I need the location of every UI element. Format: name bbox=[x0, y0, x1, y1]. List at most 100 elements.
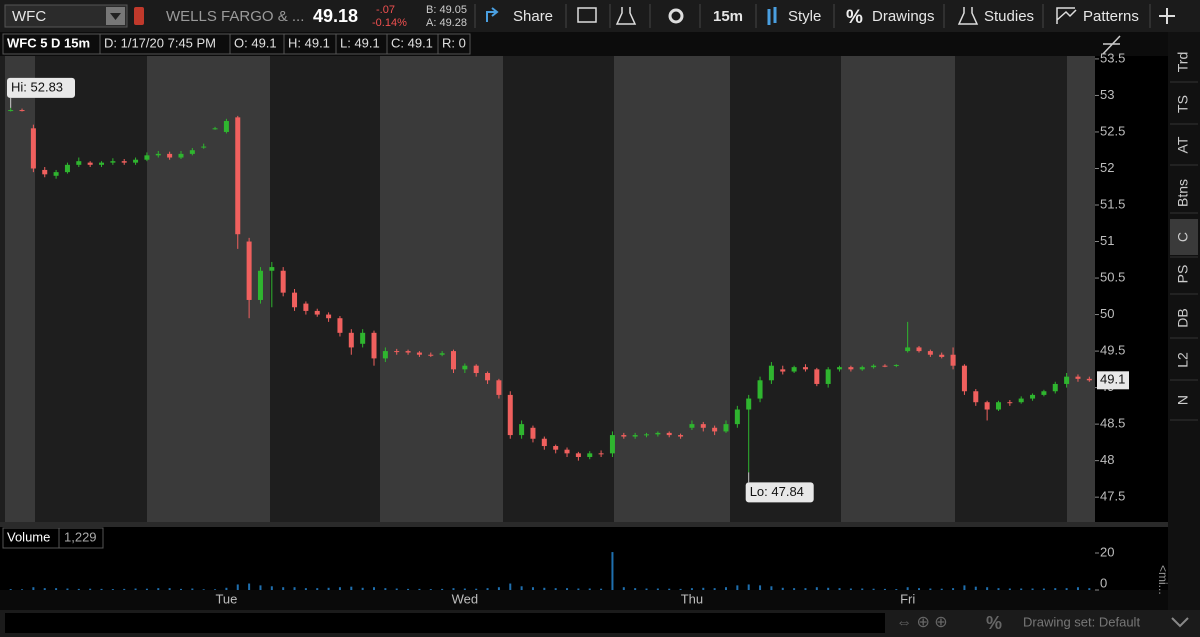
volume-bar bbox=[43, 588, 46, 590]
volume-bar bbox=[338, 587, 341, 590]
volume-bar bbox=[520, 586, 523, 590]
drawing-set[interactable]: Drawing set: Default bbox=[1023, 614, 1140, 629]
candle-body bbox=[382, 351, 388, 359]
zoom-icons[interactable]: ⇔ ⊕ ⊕ bbox=[896, 614, 948, 631]
candle-body bbox=[405, 351, 411, 353]
candle-body bbox=[201, 146, 207, 148]
candle-body bbox=[1052, 383, 1058, 392]
candle-body bbox=[1075, 376, 1081, 379]
volume-bar bbox=[384, 588, 387, 590]
volume-bar bbox=[168, 588, 171, 590]
volume-bar bbox=[929, 588, 932, 590]
volume-bar bbox=[531, 587, 534, 590]
candle-body bbox=[280, 270, 286, 293]
y-tick-label: 51.5 bbox=[1100, 196, 1125, 211]
volume-bar bbox=[1054, 588, 1057, 590]
settings-icon[interactable] bbox=[668, 8, 684, 24]
bid: B: 49.05 bbox=[426, 4, 467, 16]
candle-body bbox=[609, 435, 615, 454]
candle-body bbox=[30, 128, 36, 169]
volume-bar bbox=[759, 585, 762, 590]
volume-bar bbox=[849, 588, 852, 590]
y-tick-label: 0 bbox=[1100, 575, 1107, 590]
sidebar-tab[interactable]: TS bbox=[1175, 95, 1191, 113]
drawings-button[interactable]: Drawings bbox=[872, 8, 935, 25]
interval-button[interactable]: 15m bbox=[713, 8, 743, 25]
bar-date: D: 1/17/20 7:45 PM bbox=[104, 35, 216, 50]
volume-bar bbox=[645, 588, 648, 590]
studies-button[interactable]: Studies bbox=[984, 8, 1034, 25]
candle-body bbox=[64, 164, 70, 173]
notes-icon[interactable] bbox=[577, 7, 597, 23]
candle-body bbox=[553, 446, 559, 450]
style-button[interactable]: Style bbox=[788, 8, 821, 25]
candle-body bbox=[269, 267, 275, 271]
sidebar-tab[interactable]: L2 bbox=[1175, 352, 1191, 368]
sidebar-tab[interactable]: AT bbox=[1175, 136, 1191, 153]
candle-body bbox=[257, 270, 263, 300]
info-boxes bbox=[2, 33, 471, 55]
volume-bar bbox=[872, 588, 875, 590]
alert-icon[interactable] bbox=[134, 7, 144, 25]
candle-body bbox=[632, 435, 638, 437]
candle-body bbox=[1064, 376, 1070, 384]
symbol-box[interactable] bbox=[4, 4, 128, 28]
bar-close: C: 49.1 bbox=[391, 35, 433, 50]
collapse-icon[interactable] bbox=[1171, 617, 1189, 628]
candle-body bbox=[995, 402, 1001, 410]
patterns-button[interactable]: Patterns bbox=[1083, 8, 1139, 25]
volume-bar bbox=[497, 587, 500, 590]
candle-body bbox=[76, 161, 82, 165]
volume-bar bbox=[77, 588, 80, 590]
chart-tool-icon[interactable] bbox=[1102, 35, 1121, 55]
volume-bar bbox=[236, 584, 239, 590]
volume-bar bbox=[1065, 588, 1068, 590]
volume-bar bbox=[486, 588, 489, 590]
volume-bar bbox=[202, 589, 205, 590]
sidebar-tab[interactable]: PS bbox=[1175, 265, 1191, 284]
volume-bar bbox=[373, 587, 376, 590]
extended-hours-band bbox=[5, 56, 35, 522]
volume-bar bbox=[793, 588, 796, 590]
volume-bar bbox=[724, 587, 727, 590]
candle-body bbox=[598, 453, 604, 455]
collapsed-panel[interactable]: <mi... bbox=[1156, 565, 1170, 595]
sidebar-tab[interactable]: N bbox=[1175, 395, 1191, 405]
sidebar-tab[interactable]: DB bbox=[1175, 308, 1191, 327]
volume-bar bbox=[781, 587, 784, 590]
sidebar-tab[interactable]: C bbox=[1175, 232, 1191, 242]
volume-bar bbox=[804, 588, 807, 590]
sidebar-tab[interactable]: Trd bbox=[1175, 52, 1191, 72]
volume-bar bbox=[1042, 588, 1045, 590]
volume-bar bbox=[248, 583, 251, 590]
sidebar-tab[interactable]: Btns bbox=[1175, 179, 1191, 207]
bar-high: H: 49.1 bbox=[288, 35, 330, 50]
volume-bar bbox=[679, 588, 682, 590]
candle-body bbox=[167, 153, 173, 158]
x-tick-label: Thu bbox=[681, 591, 703, 606]
volume-bar bbox=[1008, 588, 1011, 590]
candle-body bbox=[1041, 391, 1047, 395]
lab-icon[interactable] bbox=[615, 7, 637, 25]
volume-bar bbox=[906, 587, 909, 590]
volume-bar bbox=[838, 588, 841, 590]
candle-body bbox=[893, 364, 899, 366]
candle-body bbox=[961, 365, 967, 392]
candle-body bbox=[837, 367, 843, 370]
volume-bar bbox=[32, 587, 35, 590]
candle-body bbox=[530, 427, 536, 439]
drawings-icon: % bbox=[846, 7, 863, 28]
scrollbar[interactable] bbox=[5, 613, 885, 633]
volume-bar bbox=[509, 583, 512, 590]
y-tick-label: 53.5 bbox=[1100, 50, 1125, 65]
volume-bar bbox=[940, 588, 943, 590]
candle-body bbox=[394, 351, 400, 353]
candle-body bbox=[19, 110, 25, 112]
volume-bar bbox=[883, 588, 886, 590]
share-button[interactable]: Share bbox=[513, 8, 553, 25]
candle-body bbox=[178, 153, 184, 158]
add-icon[interactable] bbox=[1159, 8, 1175, 24]
extended-hours-band bbox=[614, 56, 730, 522]
candle-body bbox=[973, 391, 979, 403]
